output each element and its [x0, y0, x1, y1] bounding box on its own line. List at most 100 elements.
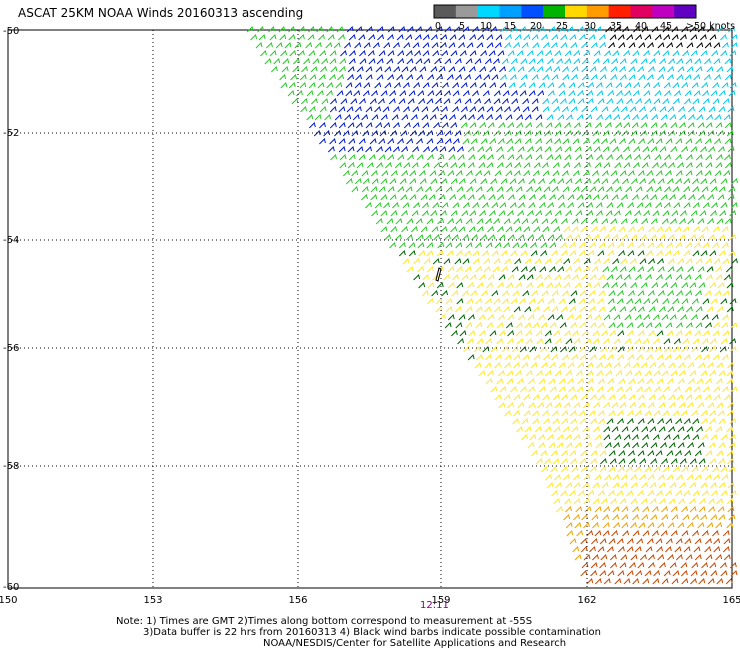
wind-barb [529, 434, 537, 441]
wind-barb [687, 218, 695, 225]
wind-barb [708, 106, 716, 113]
wind-barb [595, 362, 603, 369]
wind-barb [615, 186, 622, 193]
wind-barb [680, 410, 688, 417]
longitude-labels: 150 153 156 159 162 165 [0, 595, 740, 606]
wind-barb [483, 170, 491, 177]
scale-label: 15 [504, 21, 516, 32]
wind-barb [535, 114, 543, 121]
wind-barb [528, 90, 536, 97]
wind-barb [288, 34, 296, 41]
wind-barb [599, 562, 606, 569]
wind-barb [334, 114, 342, 121]
wind-barb [432, 50, 440, 57]
wind-barb [550, 450, 558, 457]
wind-barb [436, 282, 444, 289]
latitude-labels: -50-52-54-56-58-60 [3, 26, 19, 593]
wind-barb [635, 98, 642, 105]
wind-barb [566, 26, 574, 33]
wind-barb [723, 538, 731, 545]
wind-barb [717, 146, 725, 153]
wind-barb [659, 562, 666, 569]
wind-barb [579, 346, 587, 353]
wind-barb [635, 34, 642, 41]
wind-barb [569, 410, 577, 417]
wind-barb [565, 210, 572, 217]
wind-barb [485, 338, 493, 345]
wind-barb [507, 154, 515, 161]
wind-barb [397, 58, 405, 65]
wind-barb [536, 66, 544, 73]
wind-barb [432, 106, 439, 113]
wind-barb [731, 258, 738, 265]
wind-barb [646, 538, 654, 545]
wind-barb [380, 114, 388, 121]
wind-barb [705, 258, 712, 265]
wind-barb [718, 442, 726, 449]
wind-barb [647, 402, 655, 409]
wind-barb [523, 410, 531, 417]
wind-barb [560, 346, 567, 353]
wind-barb [330, 66, 338, 73]
wind-barb [491, 202, 499, 209]
wind-barb [497, 154, 505, 161]
wind-barb [715, 554, 723, 561]
wind-barb [489, 82, 497, 89]
wind-barb [676, 474, 683, 481]
wind-barb [637, 170, 645, 177]
wind-barb [585, 314, 593, 321]
wind-barb [551, 34, 559, 41]
wind-barb [580, 466, 588, 473]
longitude-label: 153 [143, 595, 162, 606]
wind-barb [586, 210, 594, 217]
wind-barb [529, 346, 537, 353]
wind-barb [632, 114, 639, 121]
wind-barb [493, 98, 501, 105]
wind-barb [391, 114, 399, 121]
wind-barb [590, 218, 598, 225]
wind-barb [520, 266, 528, 273]
wind-barb [490, 26, 498, 33]
wind-barb [389, 178, 397, 185]
wind-barb [361, 186, 369, 193]
wind-barb [662, 210, 670, 217]
wind-barb [580, 186, 588, 193]
wind-barb [552, 170, 560, 177]
wind-barb [619, 394, 626, 401]
wind-barb [598, 306, 606, 313]
wind-barb [705, 322, 712, 329]
wind-barb [540, 322, 548, 329]
wind-barb [516, 122, 523, 129]
wind-barb [433, 122, 440, 129]
wind-barb [350, 98, 358, 105]
wind-barb [679, 218, 686, 225]
wind-barb [580, 226, 588, 233]
wind-barb [515, 322, 523, 329]
wind-barb [616, 98, 624, 105]
wind-barb [507, 402, 514, 409]
wind-barb [676, 394, 684, 401]
wind-barb [450, 330, 458, 337]
wind-barb [642, 530, 650, 537]
wind-barb [455, 218, 463, 225]
wind-barb [609, 226, 616, 233]
wind-barb [412, 42, 420, 49]
wind-barb [586, 154, 593, 161]
wind-barb [514, 258, 521, 265]
wind-barb [403, 42, 411, 49]
wind-barb [508, 66, 516, 73]
wind-barb [658, 498, 666, 505]
wind-barb [615, 82, 623, 89]
wind-barb [707, 218, 714, 225]
longitude-label: 156 [288, 595, 307, 606]
wind-barb [645, 546, 653, 553]
wind-barb [380, 90, 388, 97]
wind-barb [452, 82, 459, 89]
wind-barb [730, 570, 738, 577]
wind-barb [486, 322, 494, 329]
wind-barb [459, 114, 467, 121]
wind-barb [338, 146, 346, 153]
wind-barb [616, 490, 624, 497]
wind-barb [707, 402, 715, 409]
wind-barb [727, 146, 735, 153]
